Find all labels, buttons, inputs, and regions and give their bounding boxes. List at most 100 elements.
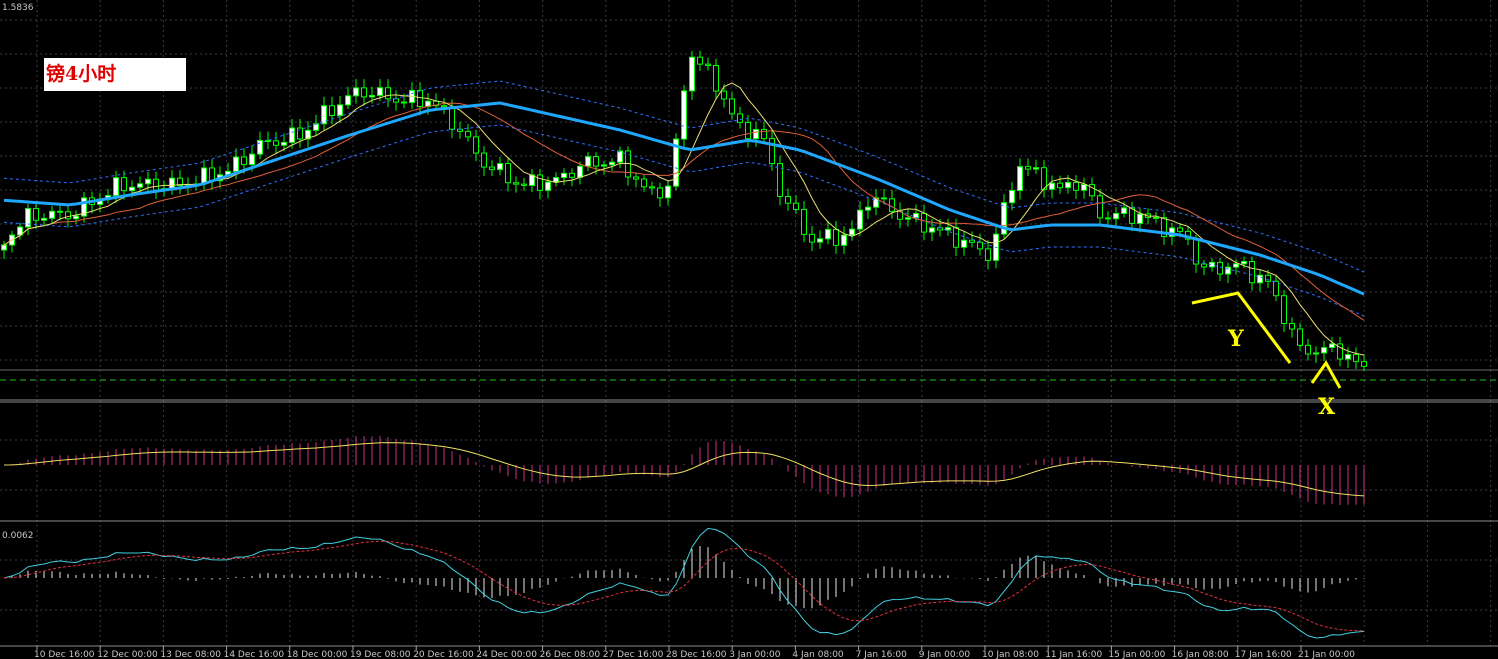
candle-body [1305,344,1311,355]
candle-body [1105,217,1111,220]
candle-body [617,150,623,163]
candle-body [1265,274,1271,282]
candle-body [265,139,271,142]
candle-body [313,123,319,131]
symbol-label: 镑4小时 [46,62,116,85]
candle-body [665,185,671,199]
candle-body [1329,343,1335,349]
x-tick-label: 7 Jan 16:00 [856,650,908,659]
candle-body [761,128,767,140]
candle-body [1217,261,1223,275]
candle-body [737,113,743,123]
candle-body [177,177,183,186]
candle-body [521,183,527,186]
candle-body [1153,216,1159,219]
candle-body [73,215,79,220]
candle-body [1193,238,1199,265]
candle-body [713,64,719,92]
osc-line [3,527,1365,639]
candle-body [1001,202,1007,235]
candle-body [1297,328,1303,346]
candle-body [609,161,615,166]
label-box [44,58,186,91]
candle-body [977,241,983,250]
candle-body [553,177,559,183]
candle-body [649,186,655,189]
candle-body [729,98,735,115]
candle-body [145,178,151,185]
candle-body [1041,167,1047,190]
candle-body [1121,207,1127,214]
band-upper [3,80,1365,273]
candle-body [329,105,335,117]
candle-body [705,63,711,66]
candle-body [801,208,807,235]
osc-signal [3,540,1365,632]
x-tick-label: 13 Dec 08:00 [160,650,221,659]
candle-body [1281,295,1287,324]
candle-body [1361,361,1367,367]
candle-body [905,217,911,220]
candle-body [153,178,159,191]
x-tick-label: 24 Dec 00:00 [476,650,537,659]
candle-body [1201,263,1207,268]
candle-body [1033,167,1039,170]
candle-body [361,87,367,98]
candle-body [833,228,839,246]
candle-body [1345,354,1351,360]
candle-body [1177,227,1183,232]
candle-body [1017,166,1023,191]
candle-body [633,176,639,180]
candle-body [1137,213,1143,224]
candle-body [441,105,447,108]
candle-body [825,228,831,240]
x-tick-label: 15 Jan 00:00 [1108,650,1165,659]
candle-body [1129,207,1135,224]
x-tick-label: 19 Dec 08:00 [350,650,411,659]
candle-body [569,172,575,178]
candle-body [233,156,239,172]
ma-main [3,101,1365,296]
candle-body [369,94,375,98]
x-tick-label: 26 Dec 08:00 [540,650,601,659]
candle-body [497,163,503,171]
candle-body [913,212,919,219]
candle-body [1073,181,1079,191]
indicator-label: 0.0062 [2,531,34,541]
macd-signal [3,442,1365,497]
candle-body [753,128,759,140]
candle-body [585,156,591,167]
candle-body [1233,263,1239,268]
band-lower [3,124,1365,317]
candle-body [321,105,327,125]
x-tick-label: 20 Dec 16:00 [413,650,474,659]
candle-body [1057,182,1063,189]
candle-body [969,239,975,243]
candle-body [681,90,687,140]
candle-body [1273,280,1279,297]
candle-body [121,177,127,192]
candle-body [1321,347,1327,354]
candle-body [697,56,703,65]
candle-body [489,166,495,171]
x-tick-label: 3 Jan 00:00 [729,650,781,659]
candle-body [545,181,551,191]
candle-body [961,239,967,248]
candle-body [1,244,7,251]
candle-body [33,207,39,221]
candle-body [1025,166,1031,170]
candle-body [953,227,959,248]
x-tick-label: 9 Jan 00:00 [919,650,971,659]
candle-body [1089,184,1095,197]
candle-body [985,248,991,261]
candle-body [1241,260,1247,265]
candle-body [881,197,887,200]
candle-body [1113,212,1119,220]
candle-body [241,156,247,166]
x-tick-label: 4 Jan 08:00 [792,650,844,659]
candle-body [841,234,847,246]
candle-body [129,186,135,192]
candle-body [593,156,599,167]
